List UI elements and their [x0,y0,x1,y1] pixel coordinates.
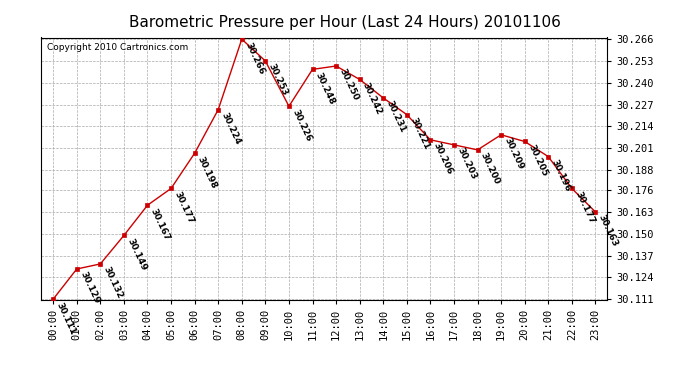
Text: 30.242: 30.242 [361,81,384,116]
Text: 30.253: 30.253 [267,62,290,98]
Text: 30.149: 30.149 [126,237,148,272]
Text: Barometric Pressure per Hour (Last 24 Hours) 20101106: Barometric Pressure per Hour (Last 24 Ho… [129,15,561,30]
Text: 30.132: 30.132 [101,266,124,300]
Text: 30.226: 30.226 [290,108,313,143]
Text: 30.200: 30.200 [479,151,502,186]
Text: 30.266: 30.266 [243,40,266,76]
Text: 30.209: 30.209 [502,136,525,171]
Text: 30.129: 30.129 [78,270,101,306]
Text: 30.250: 30.250 [337,68,360,102]
Text: 30.177: 30.177 [172,190,195,225]
Text: 30.231: 30.231 [384,99,407,134]
Text: 30.206: 30.206 [432,141,455,176]
Text: Copyright 2010 Cartronics.com: Copyright 2010 Cartronics.com [47,43,188,52]
Text: 30.196: 30.196 [550,158,573,193]
Text: 30.198: 30.198 [196,154,219,190]
Text: 30.167: 30.167 [149,207,172,242]
Text: 30.163: 30.163 [597,213,620,248]
Text: 30.177: 30.177 [573,190,596,225]
Text: 30.205: 30.205 [526,143,549,178]
Text: 30.221: 30.221 [408,116,431,151]
Text: 30.224: 30.224 [219,111,242,146]
Text: 30.111: 30.111 [55,300,77,336]
Text: 30.248: 30.248 [314,71,337,106]
Text: 30.203: 30.203 [455,146,478,181]
